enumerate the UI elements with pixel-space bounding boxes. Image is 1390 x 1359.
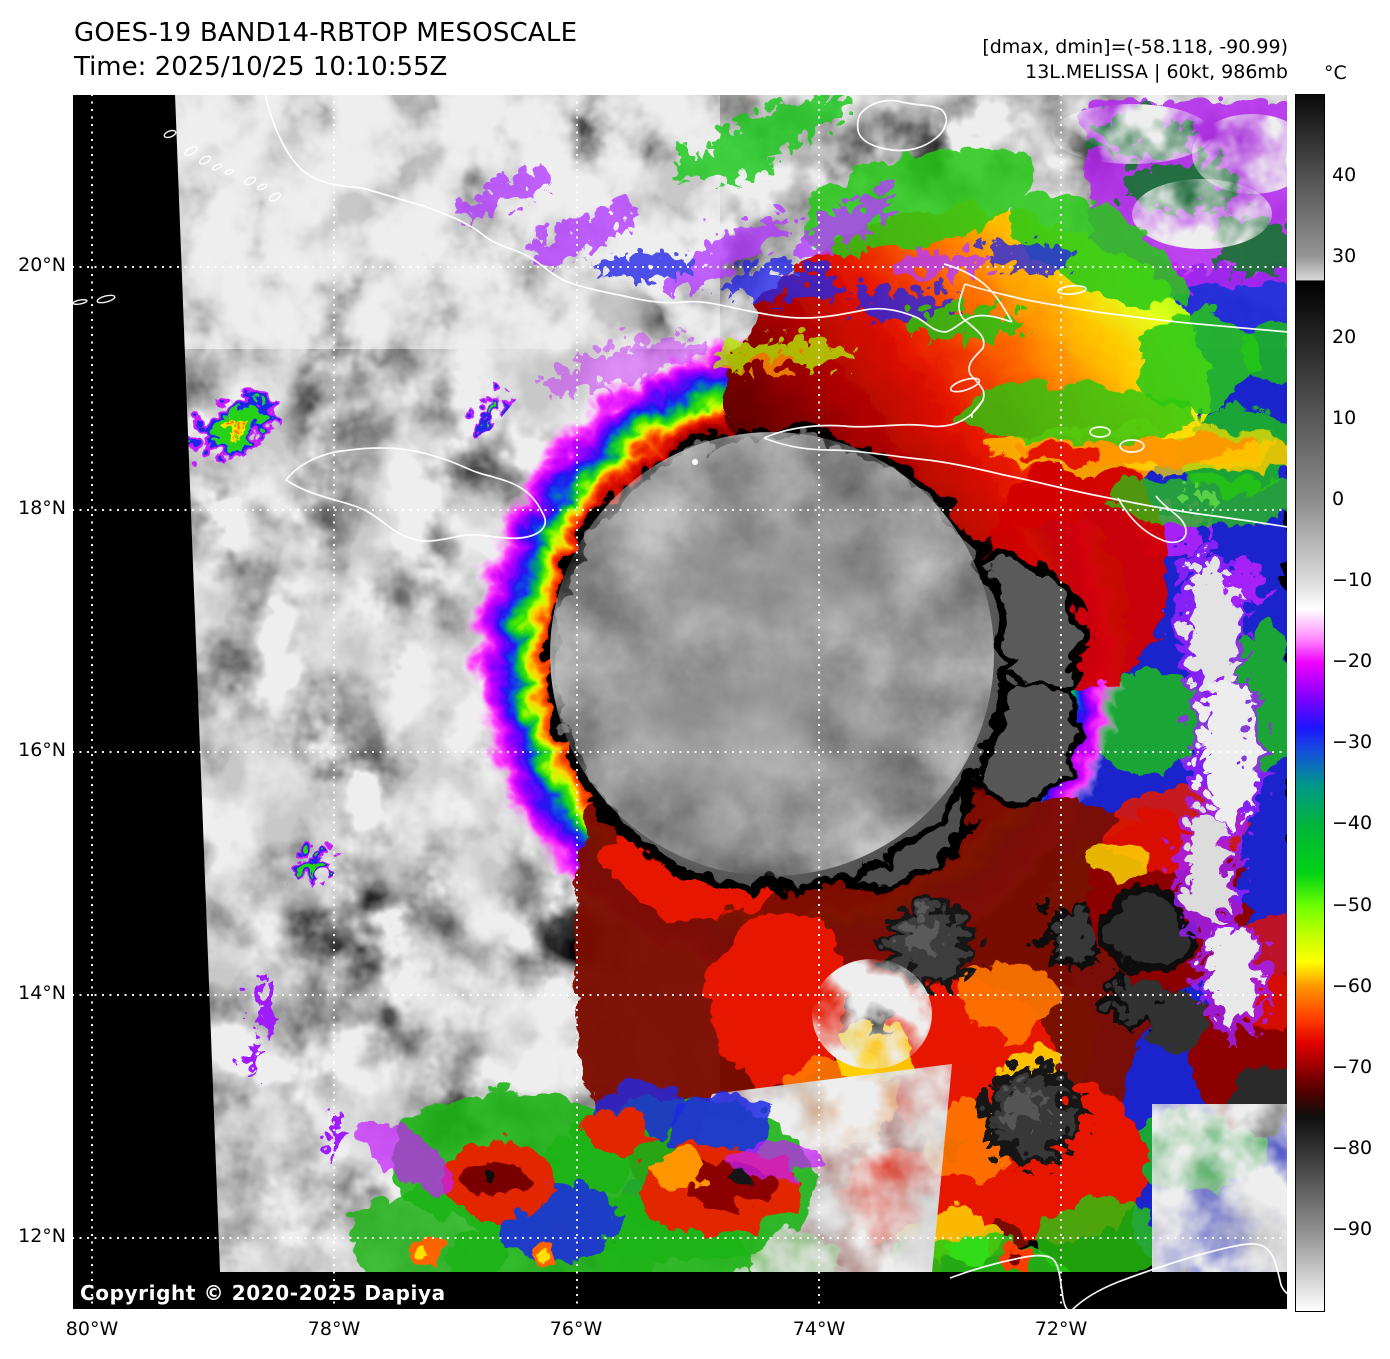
south-america-coastline: [949, 1254, 1069, 1311]
colorbar-tick: 30: [1332, 245, 1357, 267]
colorbar-tick: −40: [1332, 812, 1373, 834]
plot-frame: [72, 94, 1288, 1310]
inagua-island-coastline: [856, 99, 948, 152]
colorbar-tick: −80: [1332, 1137, 1373, 1159]
isolated-cells-west: [181, 390, 498, 1148]
warm-streak-east: [952, 381, 1312, 516]
cuba-coastline: [264, 93, 1013, 333]
lat-tick: 12°N: [18, 1225, 66, 1247]
lon-tick: 78°W: [307, 1318, 361, 1340]
colorbar-unit-label: °C: [1324, 62, 1347, 84]
colorbar-tick: 10: [1332, 407, 1357, 429]
timestamp-label: Time: 2025/10/25 10:10:55Z: [74, 52, 448, 82]
gray-cloud-blobs-ne: [1052, 104, 1312, 249]
colorbar-tick: −20: [1332, 650, 1373, 672]
colorbar-tick: −90: [1332, 1218, 1373, 1240]
lon-tick: 72°W: [1034, 1318, 1088, 1340]
colorbar: [1295, 94, 1325, 1312]
colorbar-tick: 0: [1332, 488, 1345, 510]
colorbar-tick: 20: [1332, 326, 1357, 348]
colorbar-tick: −60: [1332, 975, 1373, 997]
cayman-islands-coastline: [72, 129, 282, 306]
southwest-rainband: [342, 1074, 1026, 1314]
dmax-dmin-annotation: [dmax, dmin]=(-58.118, -90.99): [982, 36, 1288, 58]
colorbar-tick: −50: [1332, 894, 1373, 916]
hurricane-cdo: [539, 421, 1081, 887]
storm-info-annotation: 13L.MELISSA | 60kt, 986mb: [1025, 61, 1288, 83]
satellite-image: [72, 82, 1322, 1314]
lon-tick: 80°W: [65, 1318, 119, 1340]
page-title: GOES-19 BAND14-RBTOP MESOSCALE: [74, 18, 578, 48]
colorbar-tick: −30: [1332, 731, 1373, 753]
lat-tick: 18°N: [18, 497, 66, 519]
satellite-image-plot: [72, 82, 1322, 1314]
coastlines: [72, 93, 1289, 1311]
lat-tick: 16°N: [18, 739, 66, 761]
hispaniola-south-coastline: [763, 437, 1289, 528]
lat-tick: 14°N: [18, 982, 66, 1004]
center-marker-dot: [692, 459, 698, 465]
copyright-label: Copyright © 2020-2025 Dapiya: [80, 1281, 446, 1305]
lon-tick: 74°W: [792, 1318, 846, 1340]
colorbar-tick: −70: [1332, 1056, 1373, 1078]
east-white-band: [1162, 539, 1258, 1029]
colorbar-tick: −10: [1332, 569, 1373, 591]
lat-tick: 20°N: [18, 254, 66, 276]
hispaniola-north-coastline: [964, 283, 1289, 333]
scan-edge-void-south: [72, 1272, 1288, 1310]
gridlines: [72, 94, 1288, 1310]
colorbar-tick: 40: [1332, 164, 1357, 186]
cuba-speckles: [446, 82, 1067, 382]
scan-edge-void-west: [72, 94, 220, 1272]
overshooting-domes: [838, 888, 1168, 1156]
jamaica-coastline: [284, 447, 547, 542]
lon-tick: 76°W: [549, 1318, 603, 1340]
